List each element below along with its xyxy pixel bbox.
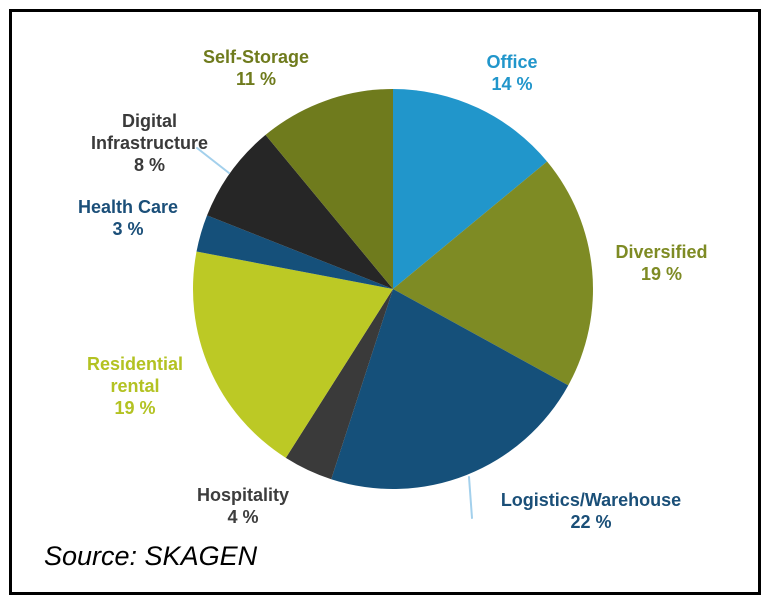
pie-chart <box>192 89 593 489</box>
slice-label-digital-infrastructure-name: Digital Infrastructure <box>90 111 209 153</box>
pie-slice-diversified <box>393 161 593 386</box>
pie-slice-hospitality <box>285 289 393 480</box>
pie-slice-office <box>393 89 548 289</box>
slice-label-logistics-warehouse: Logistics/Warehouse 22 % <box>486 489 696 533</box>
pie-slice-health-care <box>196 215 393 289</box>
slice-label-health-care-name: Health Care <box>77 197 179 217</box>
slice-label-digital-infrastructure: Digital Infrastructure 8 % <box>77 110 222 176</box>
slice-label-self-storage-name: Self-Storage <box>202 47 310 67</box>
slice-label-office: Office 14 % <box>437 51 587 95</box>
pie-slice-self-storage <box>265 89 393 289</box>
slice-label-residential-rental-value: 19 % <box>114 398 156 418</box>
slice-label-logistics-warehouse-name: Logistics/Warehouse <box>500 490 682 510</box>
slice-label-diversified-value: 19 % <box>640 264 683 284</box>
slice-label-logistics-warehouse-value: 22 % <box>570 512 612 532</box>
slice-label-hospitality: Hospitality 4 % <box>173 484 313 528</box>
slice-label-residential-rental-name: Residential rental <box>86 354 184 396</box>
slice-label-self-storage: Self-Storage 11 % <box>176 46 336 90</box>
slice-label-digital-infrastructure-value: 8 % <box>133 155 166 175</box>
slice-label-diversified-name: Diversified <box>615 242 708 262</box>
pie-slice-logistics-warehouse <box>331 289 569 489</box>
slice-label-diversified: Diversified 19 % <box>589 241 734 285</box>
slice-label-residential-rental: Residential rental 19 % <box>83 353 187 419</box>
pie-slice-digital-infrastructure <box>207 134 393 289</box>
slice-label-hospitality-value: 4 % <box>227 507 259 527</box>
slice-label-office-value: 14 % <box>491 74 533 94</box>
slice-label-self-storage-value: 11 % <box>235 69 277 89</box>
pie-slice-residential-rental <box>192 251 393 458</box>
slice-label-hospitality-name: Hospitality <box>196 485 289 505</box>
slice-label-health-care-value: 3 % <box>112 219 144 239</box>
source-caption: Source: SKAGEN <box>44 541 258 571</box>
slice-label-office-name: Office <box>486 52 538 72</box>
slice-label-health-care: Health Care 3 % <box>53 196 203 240</box>
